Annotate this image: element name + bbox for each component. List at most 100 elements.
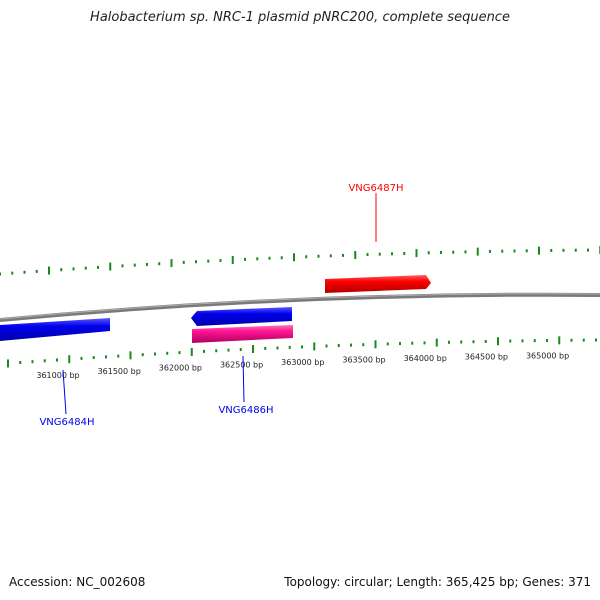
ruler-tick-lower-major bbox=[252, 345, 254, 354]
ruler-tick-upper-minor bbox=[513, 249, 516, 253]
ruler-tick-upper-minor bbox=[342, 253, 344, 257]
ruler-tick-upper-minor bbox=[427, 251, 430, 255]
gene-VNG6484H-arrow[interactable] bbox=[0, 318, 110, 341]
ruler-tick-lower-major bbox=[558, 336, 561, 345]
ruler-tick-upper-major bbox=[170, 259, 173, 268]
ruler-tick-lower-minor bbox=[141, 353, 144, 357]
rna-feature-VNG6486H[interactable] bbox=[192, 325, 293, 343]
ruler-tick-lower-major bbox=[68, 355, 71, 364]
ruler-tick-lower-minor bbox=[533, 339, 536, 343]
ruler-ticks-upper bbox=[0, 245, 600, 276]
sequence-backbone-highlight bbox=[0, 293, 600, 320]
ruler-tick-upper-minor bbox=[440, 250, 442, 254]
gene-VNG6487H-arrow[interactable] bbox=[325, 275, 431, 293]
ruler-tick-upper-minor bbox=[366, 253, 369, 257]
ruler-tick-lower-minor bbox=[350, 343, 352, 347]
ruler-tick-lower-minor bbox=[31, 360, 34, 364]
ruler-tick-upper-minor bbox=[256, 257, 259, 261]
ruler-tick-lower-minor bbox=[399, 342, 401, 346]
ruler-tick-lower-minor bbox=[154, 352, 156, 356]
label-leader-VNG6486H bbox=[242, 355, 245, 403]
ruler-tick-lower-minor bbox=[166, 351, 169, 355]
ruler-tick-lower-major bbox=[374, 340, 377, 349]
ruler-tick-upper-minor bbox=[550, 248, 553, 252]
map-title: Halobacterium sp. NRC-1 plasmid pNRC200,… bbox=[90, 10, 510, 25]
ruler-tick-lower-minor bbox=[288, 345, 291, 349]
ruler-tick-lower-minor bbox=[484, 339, 487, 343]
ruler-tick-upper-major bbox=[293, 253, 295, 262]
ruler-tick-lower-minor bbox=[521, 339, 524, 343]
ruler-tick-lower-minor bbox=[56, 358, 58, 362]
ruler-tick-upper-minor bbox=[268, 256, 271, 260]
gene-label-VNG6486H[interactable]: VNG6486H bbox=[218, 405, 273, 416]
ruler-tick-lower-minor bbox=[301, 345, 303, 349]
ruler-tick-lower-minor bbox=[276, 346, 279, 350]
ruler-tick-lower-major bbox=[497, 337, 499, 346]
sequence-summary: Topology: circular; Length: 365,425 bp; … bbox=[284, 575, 591, 589]
ruler-tick-upper-minor bbox=[317, 254, 320, 258]
ruler-label: 361000 bp bbox=[36, 371, 79, 380]
ruler-tick-upper-minor bbox=[574, 248, 577, 252]
label-leader-VNG6484H bbox=[62, 369, 67, 415]
ruler-ticks-lower bbox=[7, 336, 597, 368]
ruler-label: 363000 bp bbox=[281, 358, 324, 367]
ruler-tick-lower-major bbox=[7, 359, 9, 368]
ruler-tick-upper-minor bbox=[158, 262, 161, 266]
ruler-tick-lower-major bbox=[313, 342, 316, 351]
ruler-tick-upper-minor bbox=[391, 252, 393, 256]
ruler-label: 362500 bp bbox=[220, 361, 263, 370]
ruler-tick-lower-minor bbox=[411, 341, 414, 345]
ruler-tick-lower-minor bbox=[570, 338, 573, 342]
ruler-tick-lower-minor bbox=[19, 361, 22, 365]
ruler-tick-upper-minor bbox=[464, 250, 467, 254]
ruler-tick-upper-minor bbox=[305, 255, 308, 259]
ruler-tick-upper-minor bbox=[182, 260, 185, 264]
ruler-tick-upper-minor bbox=[587, 248, 589, 252]
ruler-tick-lower-major bbox=[190, 347, 193, 356]
ruler-tick-lower-minor bbox=[92, 356, 95, 360]
ruler-tick-lower-minor bbox=[386, 342, 389, 346]
ruler-tick-lower-minor bbox=[215, 349, 218, 353]
ruler-tick-upper-minor bbox=[207, 259, 210, 263]
ruler-tick-lower-minor bbox=[105, 355, 107, 359]
ruler-tick-upper-minor bbox=[35, 269, 38, 273]
ruler-tick-lower-minor bbox=[203, 349, 205, 353]
ruler-tick-lower-minor bbox=[472, 340, 475, 344]
ruler-tick-lower-minor bbox=[227, 348, 230, 352]
gene-label-VNG6484H[interactable]: VNG6484H bbox=[39, 417, 94, 428]
ruler-tick-lower-minor bbox=[325, 344, 328, 348]
ruler-tick-upper-major bbox=[538, 246, 540, 255]
ruler-tick-upper-major bbox=[415, 249, 418, 258]
ruler-tick-lower-minor bbox=[448, 340, 450, 344]
ruler-labels: 361000 bp 361500 bp 362000 bp 362500 bp 3630… bbox=[36, 352, 569, 380]
ruler-label: 362000 bp bbox=[159, 364, 202, 373]
ruler-label: 363500 bp bbox=[342, 356, 385, 365]
ruler-tick-upper-minor bbox=[378, 252, 381, 256]
ruler-tick-upper-minor bbox=[244, 257, 246, 261]
ruler-tick-upper-minor bbox=[97, 265, 99, 269]
gene-label-VNG6487H[interactable]: VNG6487H bbox=[348, 183, 403, 194]
ruler-tick-upper-minor bbox=[329, 254, 332, 258]
ruler-tick-lower-minor bbox=[362, 343, 365, 347]
gene-VNG6486H-arrow[interactable] bbox=[191, 307, 292, 326]
ruler-tick-upper-minor bbox=[219, 259, 222, 263]
ruler-tick-upper-minor bbox=[195, 260, 197, 264]
ruler-tick-lower-minor bbox=[178, 351, 181, 355]
ruler-tick-upper-minor bbox=[60, 268, 63, 272]
ruler-tick-upper-minor bbox=[11, 271, 14, 275]
ruler-tick-upper-minor bbox=[525, 249, 528, 253]
ruler-tick-lower-minor bbox=[337, 344, 340, 348]
ruler-tick-lower-minor bbox=[582, 338, 585, 342]
ruler-tick-lower-minor bbox=[264, 346, 267, 350]
ruler-tick-upper-minor bbox=[501, 249, 504, 253]
ruler-tick-lower-minor bbox=[595, 338, 597, 342]
ruler-tick-upper-major bbox=[231, 255, 234, 264]
ruler-label: 364500 bp bbox=[465, 352, 508, 361]
ruler-tick-upper-minor bbox=[280, 256, 283, 260]
ruler-tick-upper-minor bbox=[562, 248, 565, 252]
ruler-tick-upper-minor bbox=[146, 262, 148, 266]
ruler-tick-lower-minor bbox=[239, 348, 242, 352]
ruler-tick-upper-major bbox=[109, 262, 112, 271]
ruler-tick-upper-minor bbox=[0, 272, 1, 276]
